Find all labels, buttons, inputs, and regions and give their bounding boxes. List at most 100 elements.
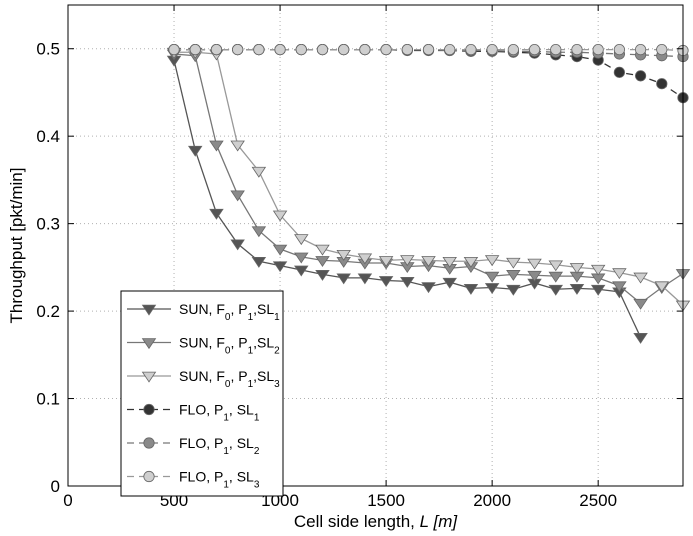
- series-1-point: [294, 265, 309, 277]
- legend: SUN, F0, P1,SL1 SUN, F0, P1,SL2 SUN, F0, P…: [120, 290, 284, 497]
- series-2-point: [506, 270, 521, 281]
- series-3-point: [272, 210, 288, 222]
- legend-marker-6: [143, 470, 155, 483]
- series-3-point: [548, 260, 564, 272]
- series-1-point: [548, 284, 564, 296]
- series-6-point: [592, 44, 604, 56]
- axis-ticks: [67, 5, 683, 487]
- y-tick-label: 0.1: [36, 390, 60, 409]
- series-1-point: [378, 276, 394, 288]
- series-6-point: [422, 44, 435, 56]
- x-axis-label-text: Cell side length,: [294, 512, 420, 531]
- series-1-point: [315, 270, 330, 281]
- series-4-point: [656, 78, 668, 90]
- series-2-point: [548, 271, 564, 283]
- series-4-line: [174, 48, 684, 99]
- series-1-point: [633, 333, 648, 344]
- y-tick-label: 0.4: [36, 127, 60, 146]
- series-3-point: [230, 140, 245, 152]
- legend-label-3: SUN, F0, P1,SL3: [179, 368, 280, 390]
- series-6-point: [380, 44, 392, 56]
- series-6-point: [359, 44, 371, 56]
- series-6-point: [338, 44, 350, 56]
- x-tick-label: 1500: [367, 491, 405, 510]
- series-2-point: [251, 226, 267, 238]
- x-tick-label: 2000: [473, 491, 511, 510]
- series-3-point: [357, 253, 373, 265]
- series-1-point: [569, 284, 585, 295]
- series-6-point: [528, 44, 541, 56]
- x-axis-label: Cell side length, L [m]: [294, 512, 458, 531]
- x-tick-label: 0: [63, 491, 72, 510]
- series-6-point: [274, 44, 286, 56]
- series-3-point: [654, 281, 670, 293]
- series-1-point: [187, 145, 203, 157]
- series-1-point: [484, 283, 500, 295]
- y-tick-label: 0: [51, 477, 60, 496]
- series-1-point: [272, 261, 288, 273]
- legend-marker-5: [143, 437, 155, 449]
- legend-marker-3: [141, 371, 157, 383]
- x-tick-label: 2500: [579, 491, 617, 510]
- series-6-point: [465, 44, 477, 56]
- y-tick-label: 0.3: [36, 215, 60, 234]
- series-2-point: [294, 252, 309, 264]
- legend-label-1: SUN, F0, P1,SL1: [179, 301, 280, 323]
- series-6-point: [550, 44, 562, 56]
- series-3-point: [378, 256, 394, 267]
- series-3-point: [612, 268, 627, 280]
- series-1-point: [336, 273, 351, 285]
- series-3-point: [315, 244, 330, 256]
- series-6-point: [486, 44, 498, 56]
- series-3-point: [463, 256, 479, 268]
- series-1-point: [400, 277, 415, 288]
- series-6: [168, 44, 689, 57]
- series-6-point: [507, 44, 519, 56]
- series-3: [166, 47, 691, 312]
- y-tick-label: 0.5: [36, 40, 60, 59]
- legend-label-5: FLO, P1, SL2: [179, 435, 260, 457]
- series-2-point: [230, 190, 245, 202]
- legend-label-6: FLO, P1, SL3: [179, 469, 260, 491]
- series-3-point: [294, 234, 309, 246]
- series-1-point: [590, 284, 606, 296]
- series-3-point: [400, 255, 415, 267]
- series-6-point: [656, 44, 668, 56]
- series-6-point: [634, 44, 647, 56]
- y-tick-label: 0.2: [36, 302, 60, 321]
- series-3-point: [569, 263, 585, 274]
- series-6-point: [316, 44, 329, 56]
- series-6-point: [189, 44, 201, 56]
- series-2-point: [209, 140, 224, 152]
- series-6-point: [571, 44, 583, 56]
- series-1: [166, 55, 648, 344]
- series-1-point: [357, 273, 373, 285]
- series-4-point: [613, 66, 625, 78]
- series-1-point: [209, 208, 224, 220]
- series-3-point: [527, 258, 542, 270]
- series-3-point: [442, 256, 457, 268]
- legend-box: [120, 290, 284, 497]
- series-1-point: [442, 277, 457, 289]
- series-2-point: [633, 298, 648, 310]
- x-axis-label-unit: L [m]: [420, 512, 459, 531]
- legend-marker-2: [141, 338, 157, 350]
- series-6-point: [210, 44, 223, 56]
- legend-marker-1: [141, 304, 157, 316]
- series-3-point: [336, 249, 351, 261]
- series-1-point: [421, 282, 436, 294]
- series-6-point: [401, 44, 413, 56]
- series-2-point: [484, 271, 500, 283]
- series-2-point: [612, 281, 627, 293]
- legend-label-2: SUN, F0, P1,SL2: [179, 335, 280, 357]
- series-2: [166, 49, 691, 310]
- series-6-point: [168, 44, 180, 56]
- plot-frame: [67, 4, 684, 487]
- series-6-point: [232, 44, 244, 56]
- series-3-point: [633, 272, 648, 284]
- series-3-point: [421, 256, 436, 267]
- legend-label-4: FLO, P1, SL1: [179, 402, 260, 424]
- series-3-point: [484, 255, 500, 267]
- series-3-point: [506, 257, 521, 269]
